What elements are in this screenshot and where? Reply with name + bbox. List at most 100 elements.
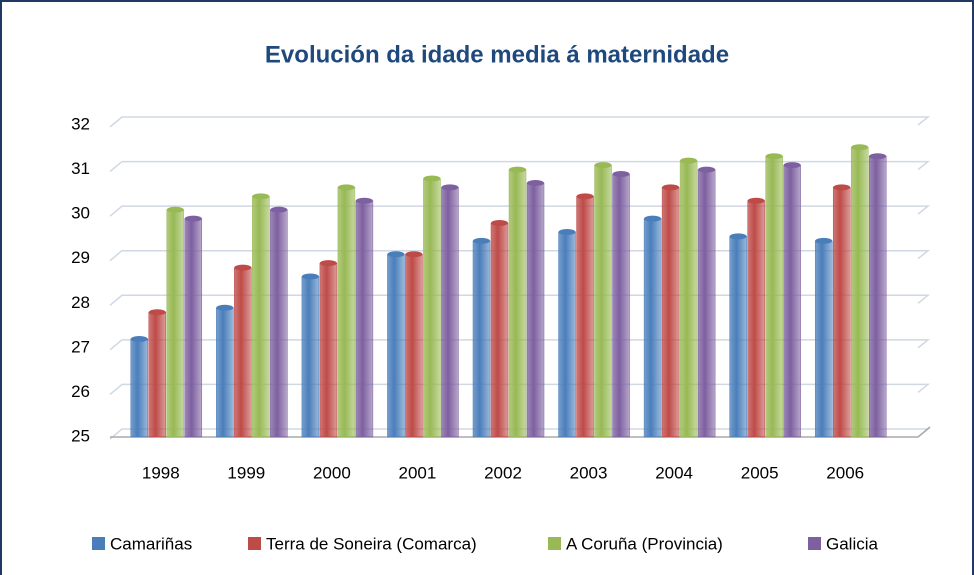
bar-top (662, 184, 680, 191)
legend-label: Galicia (826, 534, 879, 553)
legend-swatch (808, 537, 821, 550)
bar (526, 182, 545, 438)
bar-top (405, 251, 423, 258)
bar-top (319, 260, 337, 267)
bar (643, 218, 662, 438)
y-tick-label: 32 (71, 114, 90, 133)
y-tick-label: 26 (71, 382, 90, 401)
y-tick-label: 30 (71, 204, 90, 223)
bar (319, 262, 338, 438)
x-tick-label: 2002 (484, 463, 522, 482)
bar (252, 196, 270, 438)
bar (594, 164, 612, 438)
bar (130, 338, 149, 438)
bar-top (509, 166, 526, 173)
bar (355, 200, 374, 438)
bar (270, 209, 288, 438)
legend-label: Terra de Soneira (Comarca) (266, 534, 477, 553)
bar-top (355, 197, 373, 204)
bar-top (387, 251, 405, 258)
bar-top (729, 233, 747, 240)
bar-top (851, 144, 869, 151)
bar (850, 147, 869, 438)
bar-top (130, 335, 148, 342)
bar (783, 164, 801, 438)
x-tick-label: 2004 (655, 463, 693, 482)
bar (832, 187, 851, 438)
bar-top (337, 184, 355, 191)
x-tick-label: 2003 (570, 463, 608, 482)
y-tick-label: 29 (71, 248, 90, 267)
bar-top (527, 179, 544, 186)
bar-top (301, 273, 319, 280)
legend-label: A Coruña (Provincia) (566, 534, 723, 553)
bar (387, 254, 405, 438)
chart-title: Evolución da idade media á maternidade (265, 41, 729, 68)
bar-top (473, 237, 490, 244)
bar-top (491, 220, 508, 227)
bar (814, 240, 833, 438)
bar (765, 155, 783, 438)
bar-top (576, 193, 594, 200)
bar (868, 155, 887, 438)
bar-top (698, 166, 716, 173)
bar (423, 178, 441, 438)
legend-swatch (92, 537, 105, 550)
x-tick-label: 1998 (142, 463, 180, 482)
bar (661, 187, 680, 438)
x-tick-label: 2005 (741, 463, 779, 482)
bar-top (680, 157, 698, 164)
bar-top (833, 184, 851, 191)
bar-top (252, 193, 270, 200)
legend-swatch (548, 537, 561, 550)
bar (234, 267, 252, 438)
bar (697, 169, 716, 438)
bar (405, 254, 423, 438)
x-tick-label: 1999 (227, 463, 265, 482)
bar-top (558, 228, 576, 235)
bar (441, 187, 459, 438)
bar-top (612, 171, 630, 178)
bar (184, 218, 203, 438)
bar-top (216, 304, 234, 311)
bar-top (815, 237, 833, 244)
bar-top (765, 153, 783, 160)
bar (729, 236, 747, 438)
bar-top (270, 206, 288, 213)
bar (558, 231, 576, 438)
bar (166, 209, 185, 438)
legend-swatch (248, 537, 261, 550)
y-tick-label: 28 (71, 293, 90, 312)
bar-top (423, 175, 441, 182)
bar (490, 222, 509, 438)
bar (337, 187, 356, 438)
bar (747, 200, 765, 438)
bar-top (869, 153, 887, 160)
bar (612, 173, 630, 438)
x-tick-label: 2001 (399, 463, 437, 482)
bar-top (644, 215, 662, 222)
x-tick-label: 2006 (826, 463, 864, 482)
bar-top (166, 206, 184, 213)
grid-line (109, 160, 931, 173)
bar-top (184, 215, 202, 222)
y-tick-label: 27 (71, 337, 90, 356)
bar (576, 196, 594, 438)
y-tick-label: 31 (71, 159, 90, 178)
bar (679, 160, 698, 438)
bar (508, 169, 527, 438)
bar (216, 307, 234, 438)
bar-top (148, 309, 166, 316)
legend-label: Camariñas (110, 534, 192, 553)
bar-top (441, 184, 459, 191)
x-tick-label: 2000 (313, 463, 351, 482)
bar-top (594, 162, 612, 169)
bar (301, 276, 320, 438)
floor (110, 426, 931, 438)
bar (148, 311, 167, 438)
y-tick-label: 25 (71, 426, 90, 445)
bar-top (783, 162, 801, 169)
bar (472, 240, 491, 438)
